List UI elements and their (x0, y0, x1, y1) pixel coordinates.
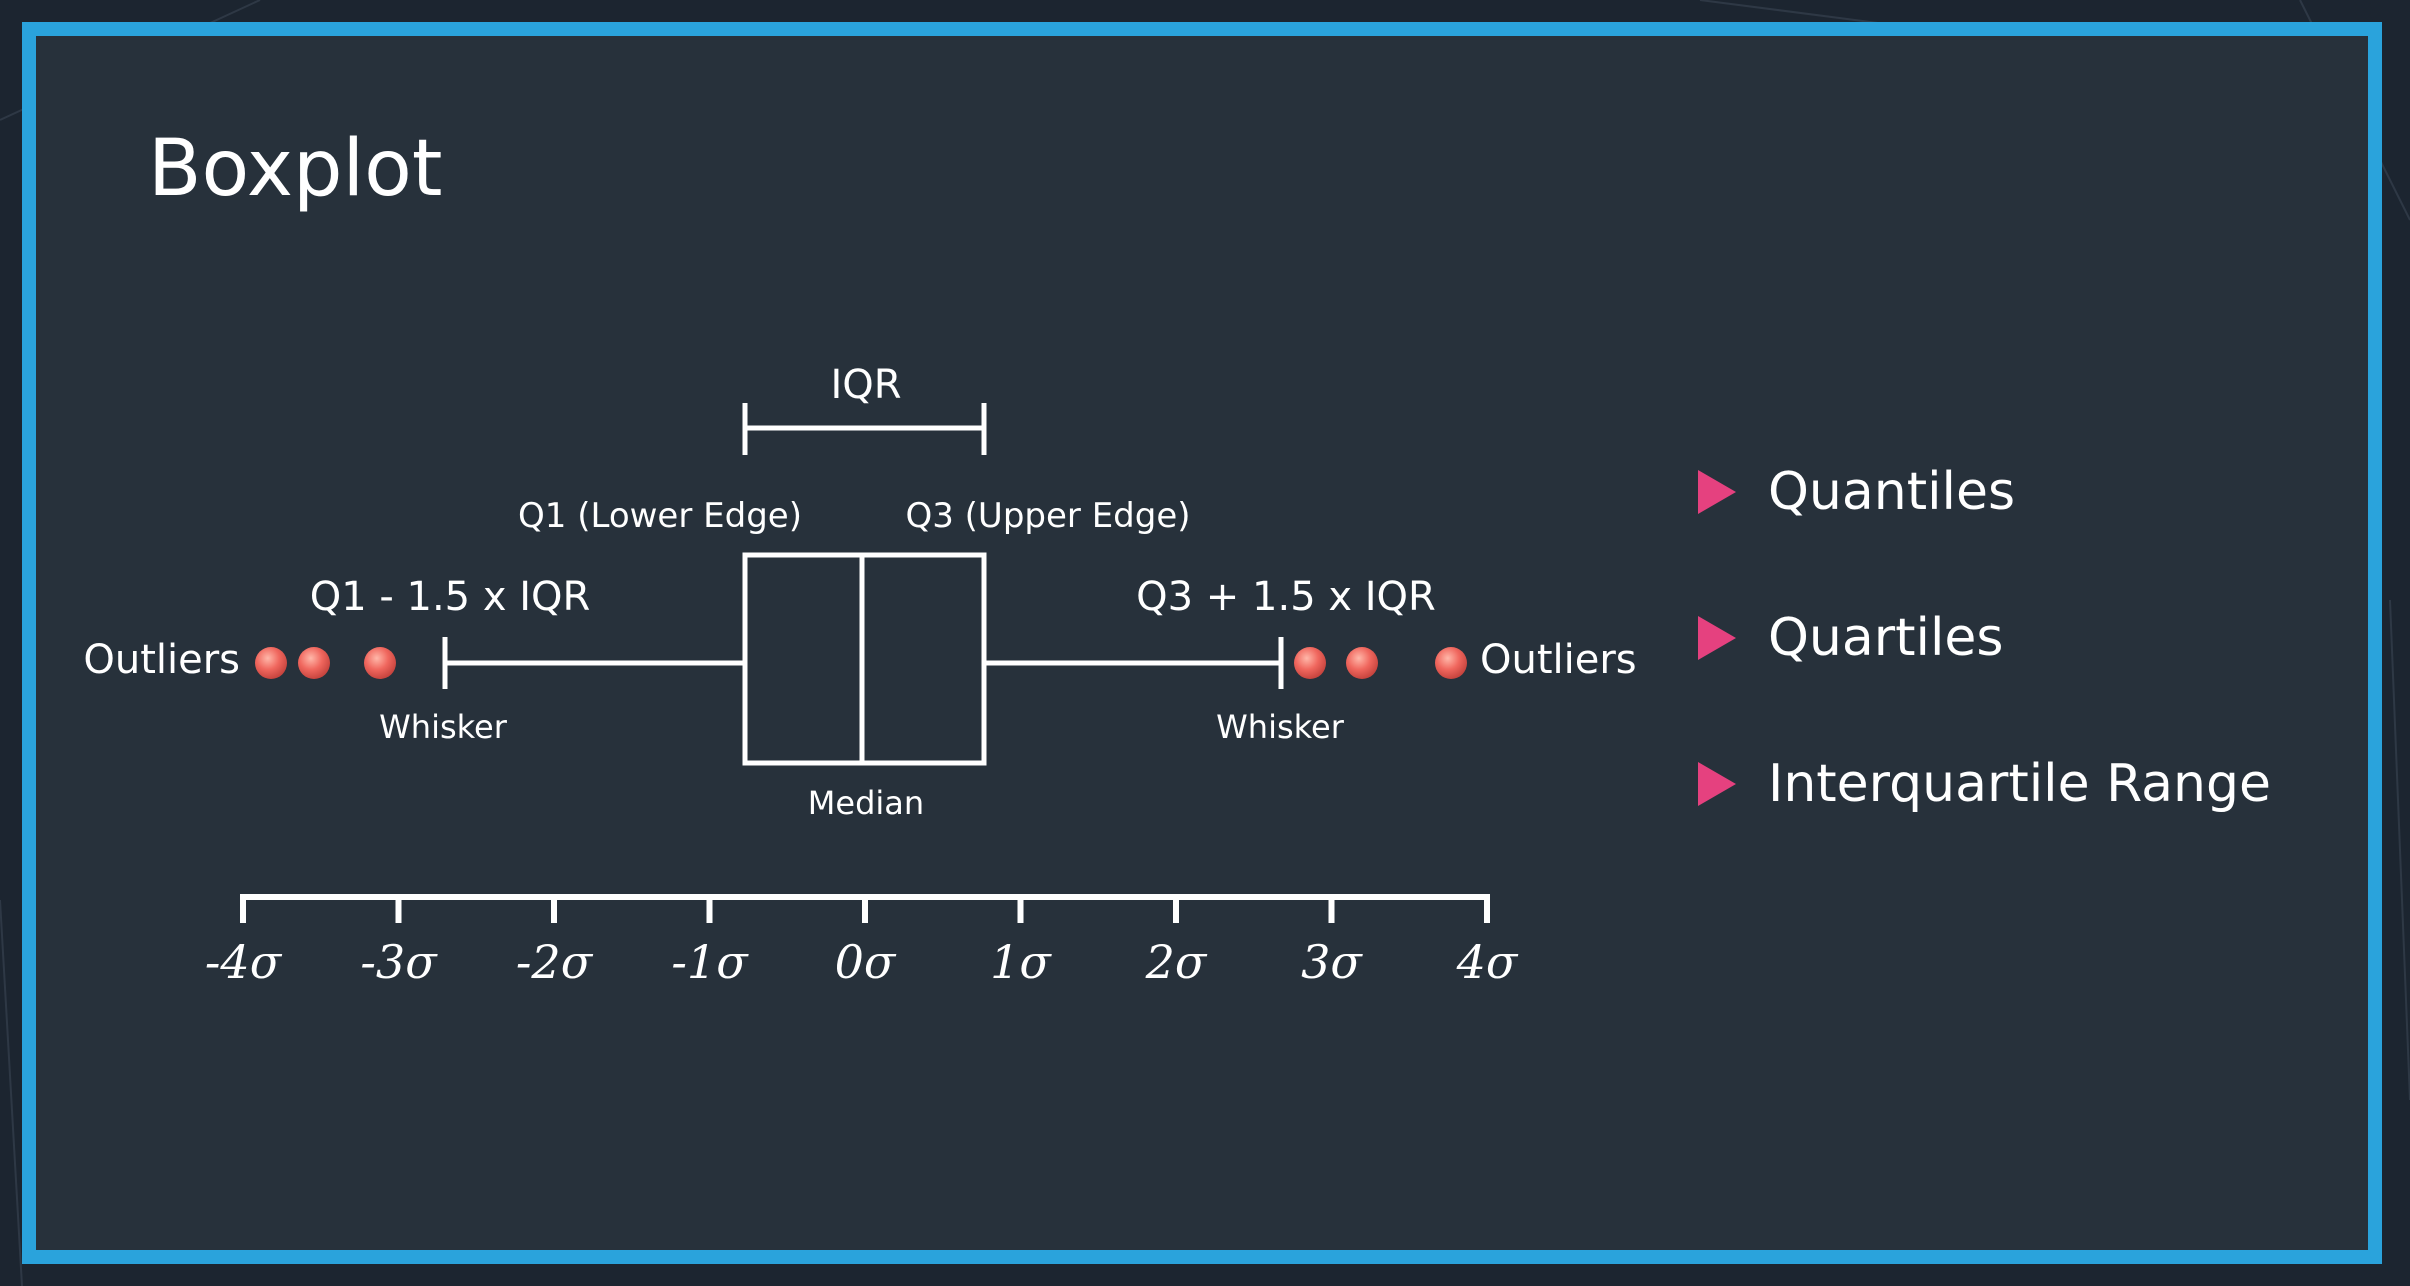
axis-tick-label: 3σ (1301, 935, 1363, 989)
whisker-right (984, 637, 1284, 689)
median-label: Median (808, 784, 924, 822)
outlier-dot (298, 647, 330, 679)
bullet-list: Quantiles Quartiles Interquartile Range (1698, 462, 2271, 900)
outlier-dot (1294, 647, 1326, 679)
triangle-right-icon (1698, 616, 1736, 660)
outliers-right-label: Outliers (1480, 637, 1637, 683)
whisker-left (442, 637, 745, 689)
axis-tick-label: -1σ (671, 935, 749, 989)
axis-tick-label: 2σ (1145, 935, 1208, 989)
axis-tick-label: -2σ (516, 935, 594, 989)
triangle-right-icon (1698, 762, 1736, 806)
axis-tick-label: -3σ (360, 935, 438, 989)
whisker-right-label: Whisker (1216, 708, 1345, 746)
outlier-dot (1346, 647, 1378, 679)
axis-tick-label: 1σ (990, 935, 1052, 989)
axis-tick-label: -4σ (205, 935, 283, 989)
triangle-right-icon (1698, 470, 1736, 514)
axis-tick-label: 4σ (1456, 935, 1519, 989)
outliers-left (255, 647, 396, 679)
outliers-left-label: Outliers (83, 637, 240, 683)
iqr-bracket (742, 403, 987, 455)
bullet-label: Quantiles (1768, 462, 2016, 522)
sigma-axis: -4σ -3σ -2σ -1σ 0σ 1σ 2σ 3σ 4σ (205, 894, 1519, 989)
slide-title: Boxplot (148, 124, 443, 214)
lower-fence-label: Q1 - 1.5 x IQR (310, 574, 591, 620)
outlier-dot (1435, 647, 1467, 679)
bullet-item-interquartile-range: Interquartile Range (1698, 754, 2271, 814)
bullet-item-quartiles: Quartiles (1698, 608, 2271, 668)
q3-label: Q3 (Upper Edge) (905, 496, 1190, 536)
bullet-item-quantiles: Quantiles (1698, 462, 2271, 522)
whisker-left-label: Whisker (379, 708, 508, 746)
iqr-label: IQR (830, 362, 901, 408)
outlier-dot (364, 647, 396, 679)
outliers-right (1294, 647, 1467, 679)
outlier-dot (255, 647, 287, 679)
bullet-label: Interquartile Range (1768, 754, 2271, 814)
bullet-label: Quartiles (1768, 608, 2004, 668)
upper-fence-label: Q3 + 1.5 x IQR (1136, 574, 1436, 620)
q1-label: Q1 (Lower Edge) (518, 496, 802, 536)
axis-tick-label: 0σ (835, 935, 897, 989)
slide-frame: Boxplot (22, 22, 2382, 1264)
